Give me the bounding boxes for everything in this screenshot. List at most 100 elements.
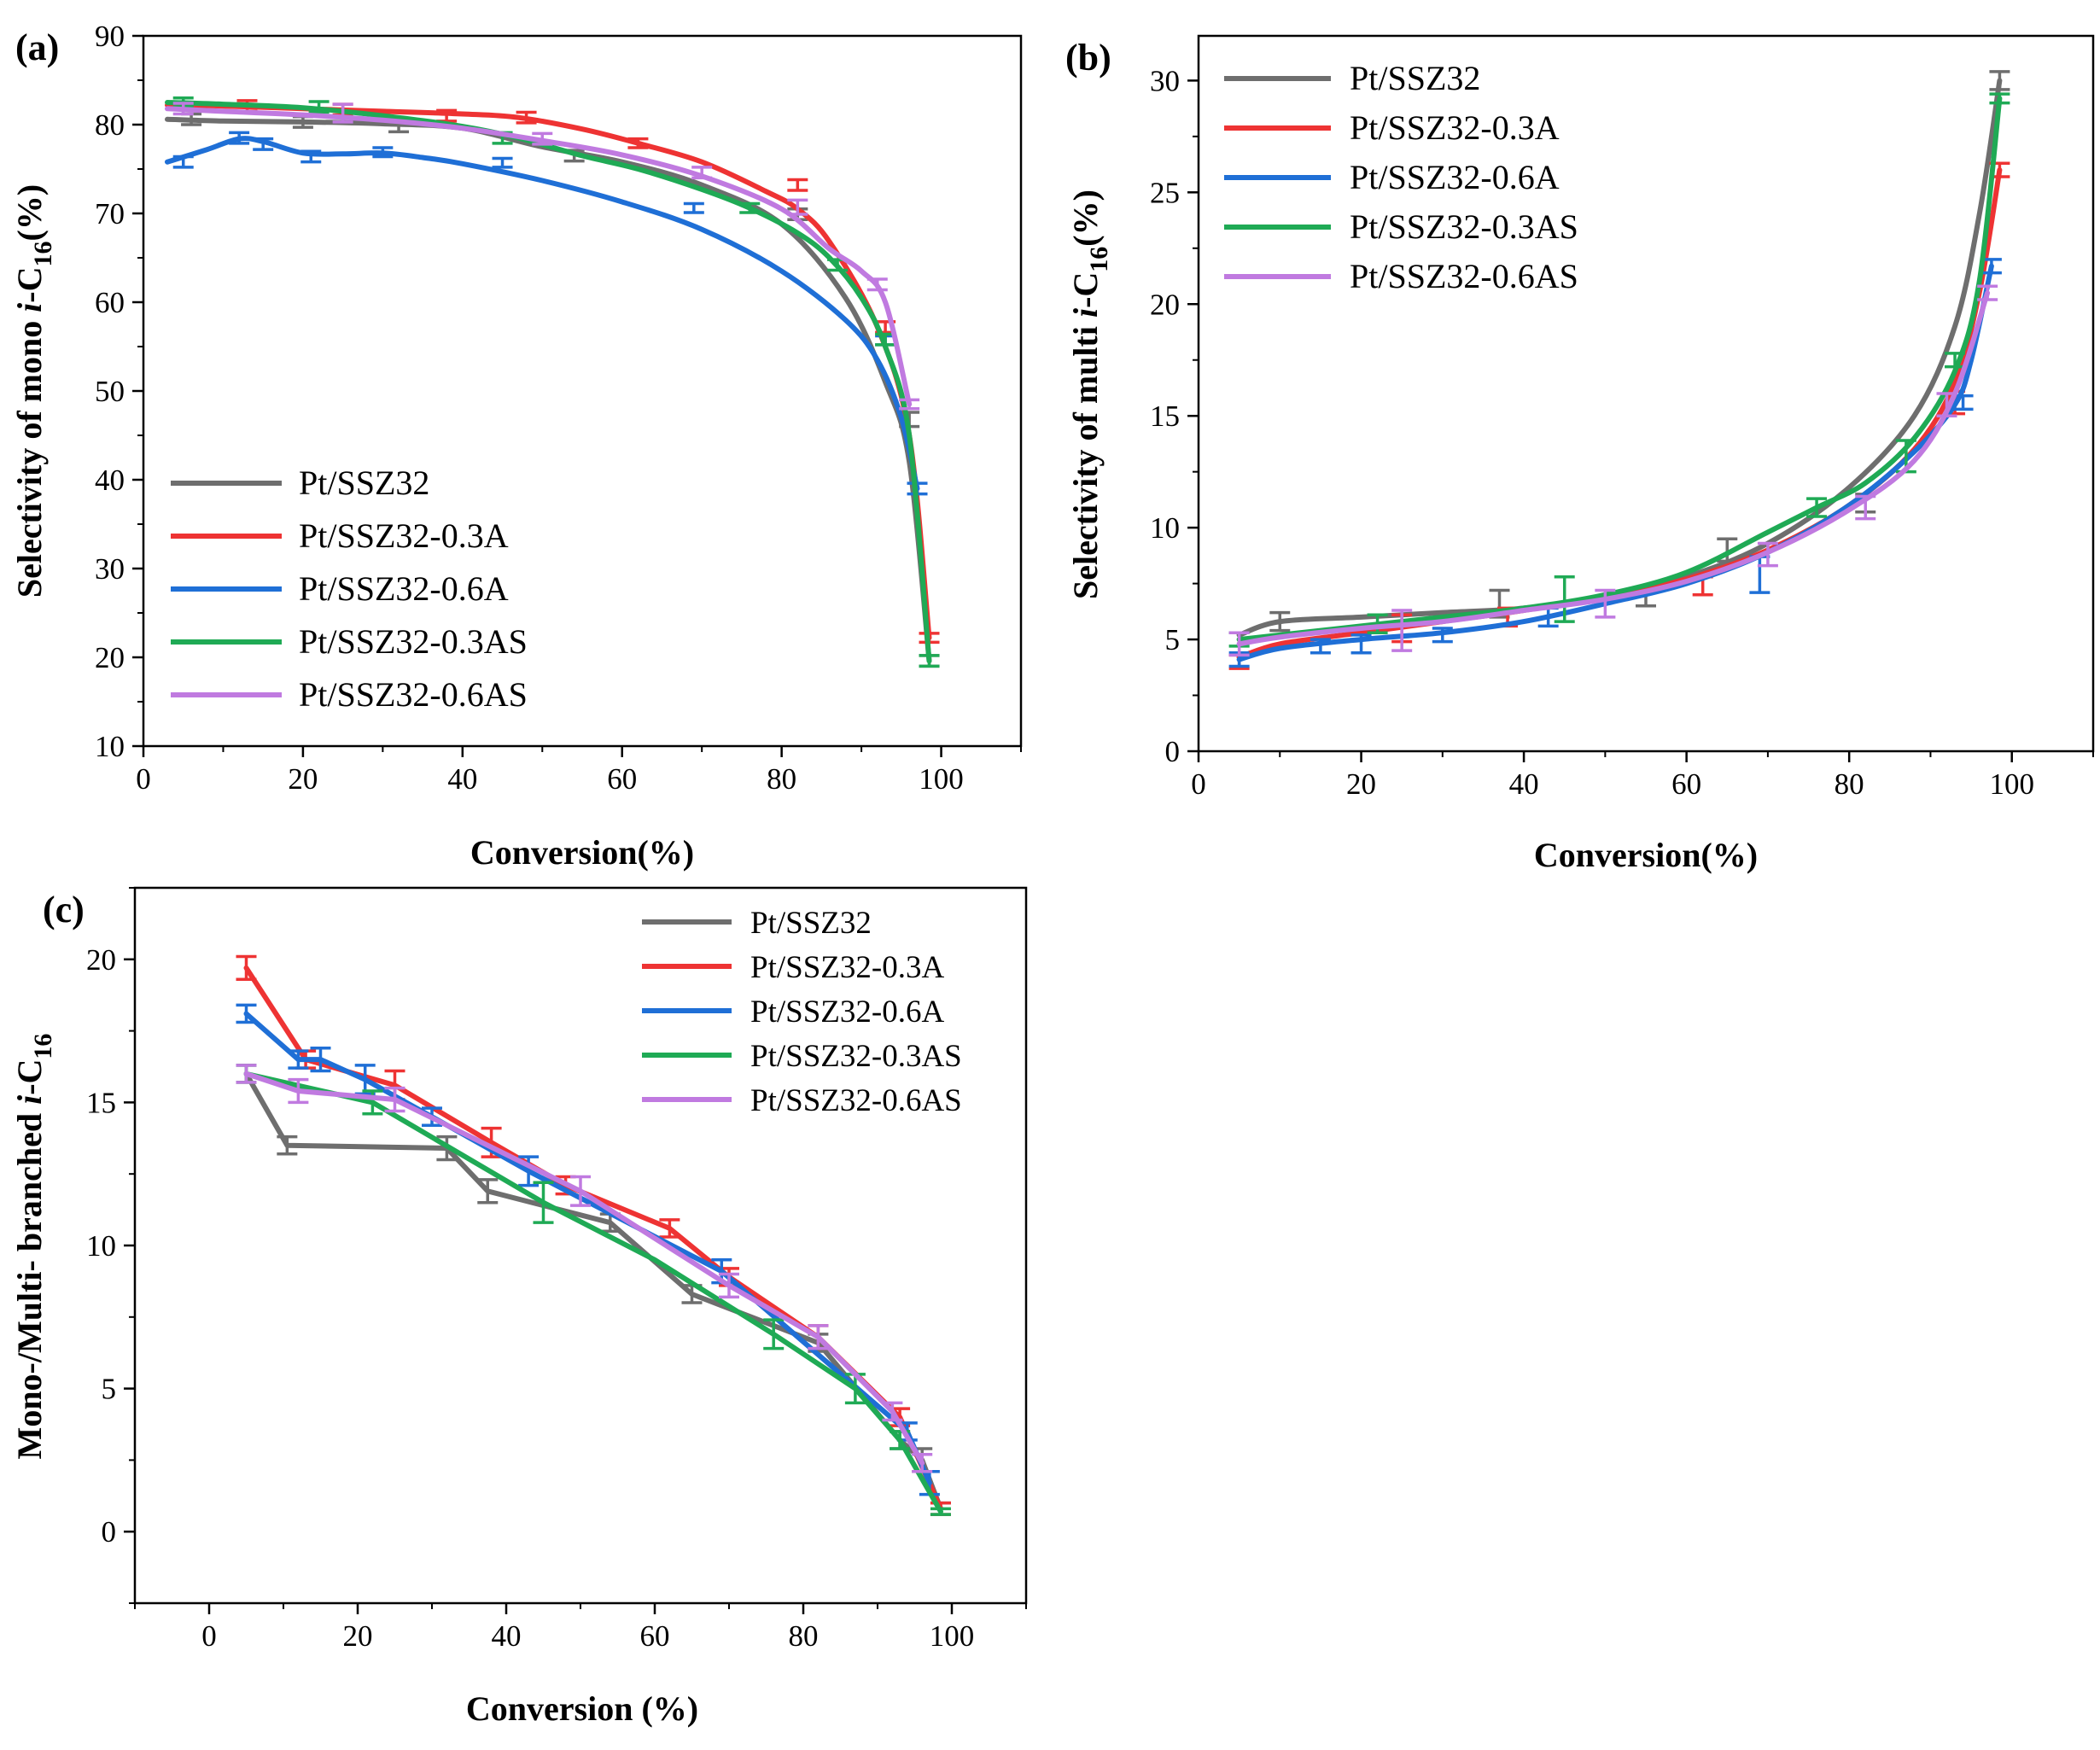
panel-label: (c) xyxy=(43,889,85,930)
x-axis-title: Conversion (%) xyxy=(466,1689,698,1728)
legend-label: Pt/SSZ32-0.6AS xyxy=(299,675,528,714)
y-tick-label: 25 xyxy=(1150,176,1180,209)
y-axis-title-italic: i xyxy=(10,303,49,312)
legend-label: Pt/SSZ32-0.6A xyxy=(1350,158,1560,196)
error-bar xyxy=(310,1046,331,1073)
error-bar xyxy=(882,1401,903,1422)
y-tick-label: 50 xyxy=(95,375,125,408)
error-bar xyxy=(1806,497,1828,518)
x-tick-label: 0 xyxy=(136,762,151,796)
error-bar xyxy=(1391,609,1413,652)
error-bar xyxy=(808,1324,829,1350)
y-axis-title: Selectivity of mono i-C16(%) xyxy=(10,184,57,598)
y-tick-label: 10 xyxy=(1150,511,1180,545)
y-tick-label: 60 xyxy=(95,286,125,319)
error-bar xyxy=(253,137,274,151)
error-bar xyxy=(912,1452,933,1473)
x-tick-label: 0 xyxy=(201,1619,217,1653)
legend-item: Pt/SSZ32-0.6A xyxy=(171,569,509,608)
error-bar xyxy=(930,1507,951,1516)
error-bar xyxy=(236,1064,257,1084)
error-bar xyxy=(627,137,649,149)
error-bar xyxy=(332,102,353,124)
x-tick-label: 40 xyxy=(492,1619,522,1653)
error-bar xyxy=(1269,610,1291,633)
error-bar xyxy=(300,149,322,164)
y-axis-title-text: (%) xyxy=(1066,190,1105,247)
legend-label: Pt/SSZ32 xyxy=(299,464,429,502)
y-tick-label: 40 xyxy=(95,464,125,497)
x-axis-title: Conversion(%) xyxy=(470,833,694,872)
y-tick-label: 20 xyxy=(86,943,116,977)
y-axis-title-text: Selectivity of multi xyxy=(1066,318,1105,599)
y-axis-title-text: -C xyxy=(10,266,49,302)
error-bar xyxy=(172,155,194,169)
series-line xyxy=(165,116,932,664)
series-1 xyxy=(236,1064,951,1516)
error-bar xyxy=(1977,284,1998,301)
error-bar xyxy=(308,100,330,114)
y-axis-title-text: Selectivity of mono xyxy=(10,312,49,598)
x-tick-label: 80 xyxy=(789,1619,819,1653)
series-1 xyxy=(1236,70,2010,638)
legend: Pt/SSZ32 Pt/SSZ32-0.3A Pt/SSZ32-0.6A Pt/SSZ… xyxy=(1224,59,1578,295)
legend-label: Pt/SSZ32-0.6A xyxy=(750,995,944,1030)
error-bar xyxy=(492,156,513,169)
y-tick-label: 30 xyxy=(95,552,125,586)
error-bar xyxy=(384,1086,405,1113)
error-bar xyxy=(787,198,808,216)
error-bar xyxy=(1945,352,1966,369)
error-bar xyxy=(516,110,537,125)
error-bar xyxy=(1367,613,1388,634)
y-tick-label: 70 xyxy=(95,197,125,230)
panel-label: (b) xyxy=(1065,37,1111,79)
legend-label: Pt/SSZ32-0.3AS xyxy=(1350,207,1578,246)
legend-label: Pt/SSZ32-0.3A xyxy=(1350,108,1560,147)
error-bar xyxy=(787,178,808,192)
legend-label: Pt/SSZ32-0.6A xyxy=(299,569,509,608)
error-bar xyxy=(691,166,713,180)
x-tick-label: 20 xyxy=(343,1619,373,1653)
error-bar xyxy=(1936,392,1957,417)
x-tick-label: 100 xyxy=(930,1619,975,1653)
series-line xyxy=(165,106,913,407)
y-axis-title-subscript: 16 xyxy=(29,241,57,266)
y-tick-label: 15 xyxy=(1150,400,1180,433)
error-bar xyxy=(236,954,257,982)
series-3 xyxy=(236,1003,940,1496)
y-tick-label: 10 xyxy=(95,730,125,763)
x-tick-label: 20 xyxy=(288,762,318,796)
error-bar xyxy=(1310,638,1331,655)
x-tick-label: 40 xyxy=(447,762,477,796)
error-bar xyxy=(763,1318,785,1350)
series-line xyxy=(165,100,932,664)
y-axis-title-text: -C xyxy=(1066,272,1105,308)
x-tick-label: 60 xyxy=(607,762,637,796)
y-axis-title-text: -C xyxy=(10,1059,49,1095)
y-tick-label: 0 xyxy=(1165,735,1181,768)
y-tick-label: 20 xyxy=(95,641,125,674)
legend-item: Pt/SSZ32 xyxy=(642,906,872,941)
error-bar xyxy=(477,1178,499,1205)
error-bar xyxy=(288,1049,309,1070)
y-tick-label: 30 xyxy=(1150,64,1180,97)
error-bar xyxy=(288,1077,309,1105)
y-axis-title-italic: i xyxy=(1066,308,1105,318)
legend-item: Pt/SSZ32-0.3AS xyxy=(171,622,528,661)
series-3 xyxy=(165,131,928,496)
series-line xyxy=(243,1070,943,1514)
series-line xyxy=(165,102,932,641)
x-axis-title: Conversion(%) xyxy=(1534,836,1758,874)
chart-panel-2: 0 20 40 60 80 100 0 5 10 15 20 25 30 (b) Conversion(%)… xyxy=(1065,34,2095,874)
error-bar xyxy=(570,1175,591,1207)
error-bar xyxy=(533,1181,554,1224)
series-5 xyxy=(236,1064,933,1473)
legend-item: Pt/SSZ32-0.3A xyxy=(1224,108,1560,147)
x-tick-label: 100 xyxy=(919,762,964,796)
legend: Pt/SSZ32 Pt/SSZ32-0.3A Pt/SSZ32-0.6A Pt/SSZ… xyxy=(171,464,528,714)
x-tick-label: 0 xyxy=(1191,767,1206,801)
legend-item: Pt/SSZ32 xyxy=(171,464,429,502)
series-line xyxy=(243,1070,943,1512)
